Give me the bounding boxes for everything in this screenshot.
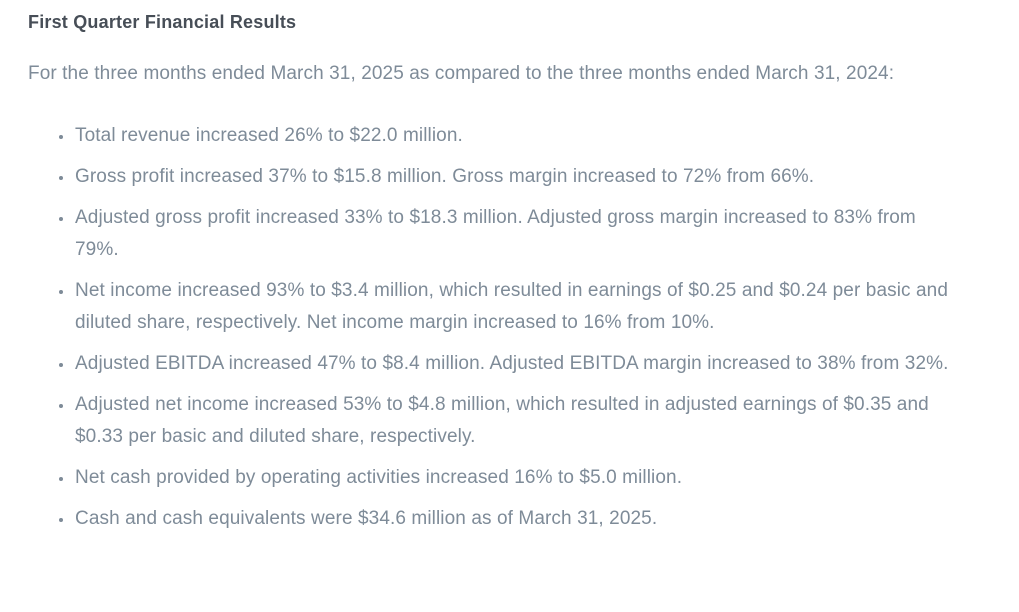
highlight-item: Adjusted EBITDA increased 47% to $8.4 mi… [74,348,963,380]
highlight-item: Net income increased 93% to $3.4 million… [74,275,963,339]
highlight-item: Total revenue increased 26% to $22.0 mil… [74,120,963,152]
section-title: First Quarter Financial Results [28,12,297,32]
highlight-item: Adjusted net income increased 53% to $4.… [74,389,963,453]
financial-highlights-list: Total revenue increased 26% to $22.0 mil… [28,120,963,535]
highlight-item: Net cash provided by operating activitie… [74,462,963,494]
highlight-item: Adjusted gross profit increased 33% to $… [74,202,963,266]
financial-results-section: First Quarter Financial Results For the … [0,0,963,535]
intro-paragraph: For the three months ended March 31, 202… [28,63,895,84]
highlight-item: Gross profit increased 37% to $15.8 mill… [74,161,963,193]
highlight-item: Cash and cash equivalents were $34.6 mil… [74,503,963,535]
